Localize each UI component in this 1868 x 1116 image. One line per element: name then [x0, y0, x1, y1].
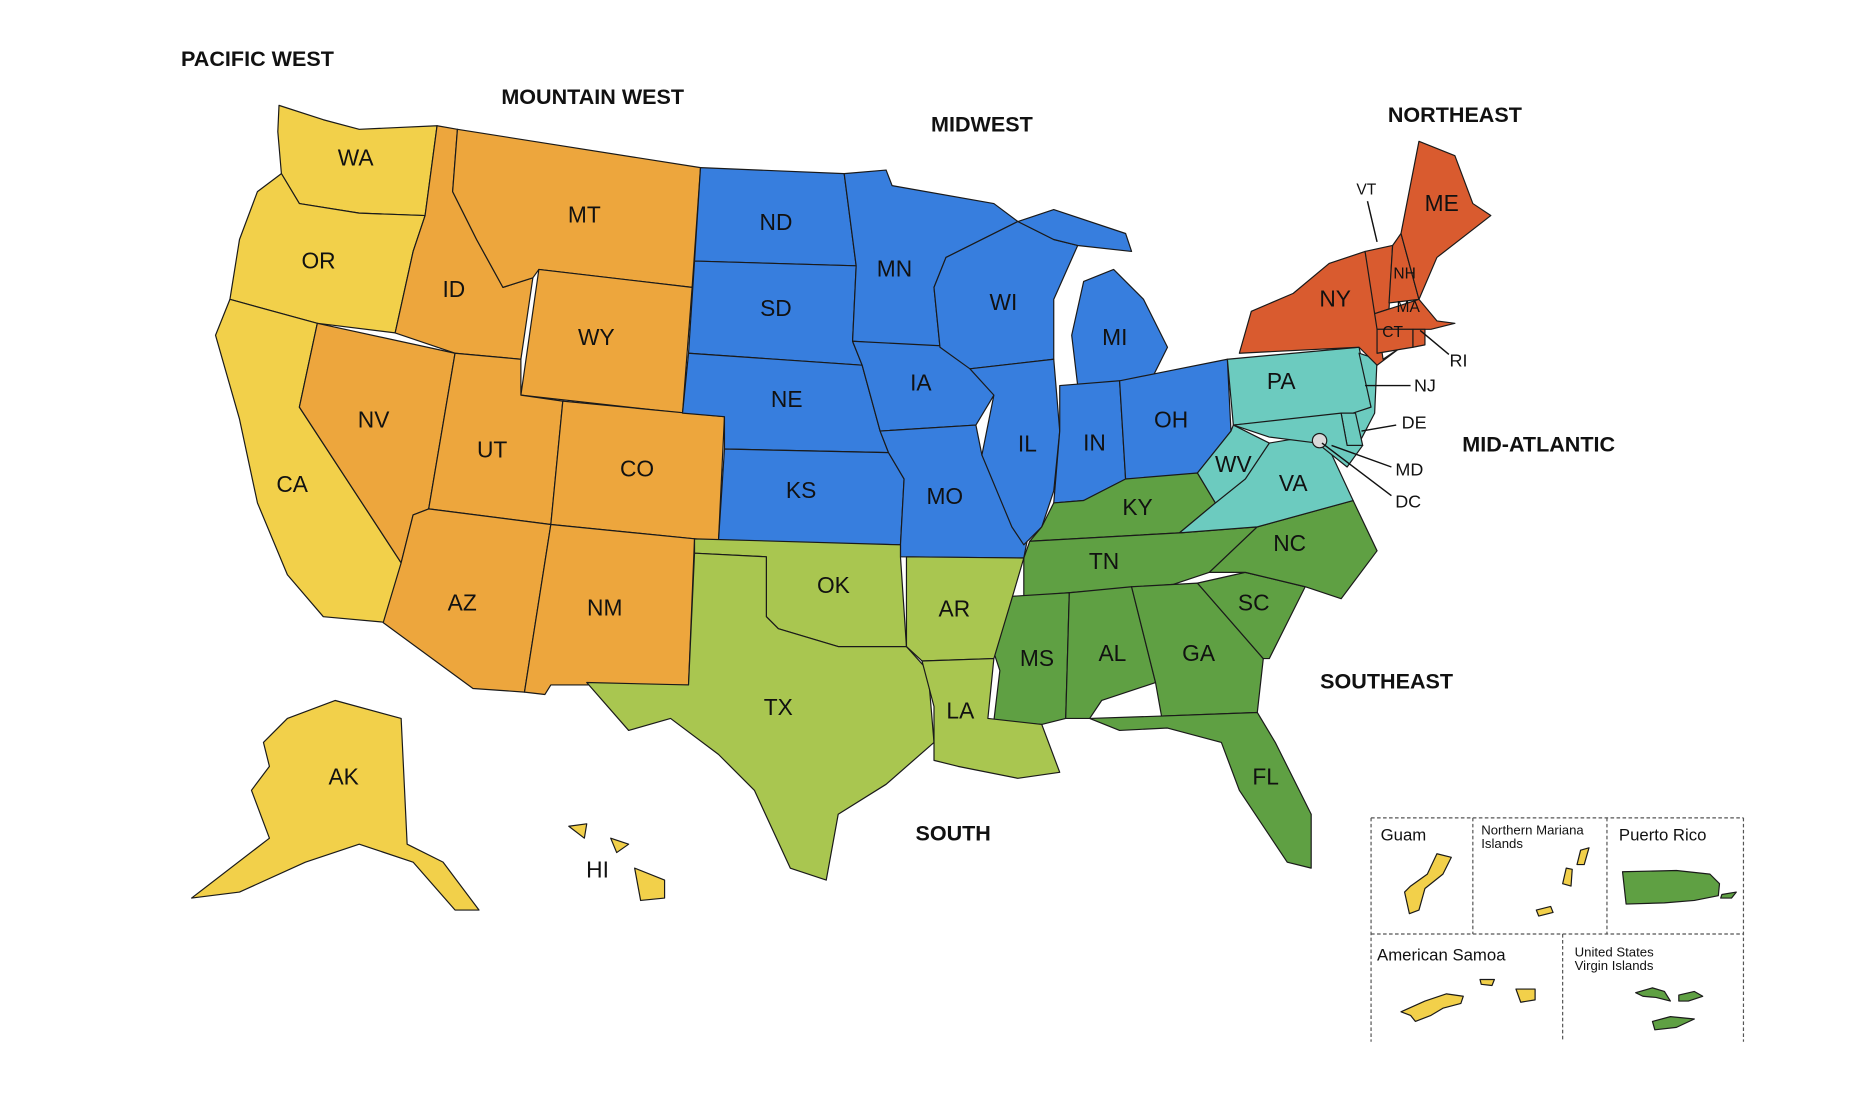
state-ak	[190, 699, 480, 911]
region-label-mid-atlantic: MID-ATLANTIC	[1462, 431, 1615, 456]
state-label-mi: MI	[1102, 324, 1127, 350]
state-label-md: MD	[1395, 459, 1423, 479]
state-label-ky: KY	[1122, 494, 1152, 520]
leader-line-md	[1331, 444, 1392, 468]
region-label-pacific-west: PACIFIC WEST	[181, 46, 334, 71]
state-mi-part-1	[1071, 268, 1169, 387]
state-label-nd: ND	[760, 209, 793, 235]
state-label-dc: DC	[1395, 492, 1421, 512]
state-label-ar: AR	[939, 596, 971, 622]
state-label-ks: KS	[786, 477, 816, 503]
region-label-southeast: SOUTHEAST	[1320, 669, 1453, 694]
state-mi-part-2	[1017, 208, 1133, 253]
state-sc	[1196, 571, 1306, 660]
state-label-id: ID	[442, 276, 465, 302]
region-label-mountain-west: MOUNTAIN WEST	[501, 84, 684, 109]
territory-label-american-samoa: American Samoa	[1377, 945, 1506, 964]
territory-label-puerto-rico: Puerto Rico	[1619, 826, 1707, 845]
state-hi-part-2	[610, 837, 630, 854]
leader-line-vt	[1366, 201, 1378, 243]
state-label-tx: TX	[764, 694, 793, 720]
state-label-wi: WI	[990, 289, 1018, 315]
state-label-ga: GA	[1182, 640, 1216, 666]
region-label-south: SOUTH	[915, 821, 990, 846]
state-label-de: DE	[1402, 413, 1427, 433]
territories-inset: Guam Northern Mariana Islands Puerto Ric…	[1370, 817, 1745, 1042]
state-label-fl: FL	[1252, 763, 1279, 789]
state-tx	[586, 552, 935, 881]
states-layer	[190, 104, 1492, 911]
state-label-wv: WV	[1215, 451, 1252, 477]
state-label-nv: NV	[358, 407, 390, 433]
state-label-me: ME	[1425, 190, 1459, 216]
state-fl	[1089, 711, 1312, 869]
state-label-nc: NC	[1273, 530, 1306, 556]
state-label-mn: MN	[877, 256, 912, 282]
region-label-midwest: MIDWEST	[931, 112, 1033, 137]
territory-us-virgin-islands: United States Virgin Islands	[1574, 947, 1704, 1031]
state-label-nj: NJ	[1414, 376, 1436, 396]
state-label-nh: NH	[1393, 265, 1415, 282]
state-label-il: IL	[1018, 430, 1037, 456]
state-labels: WA OR CA ID MT WY NV UT CO AZ NM ND SD NE KS MN IA MO WI IL…	[276, 144, 1467, 882]
state-label-in: IN	[1083, 429, 1106, 455]
state-me	[1400, 140, 1492, 300]
state-label-ri: RI	[1449, 350, 1467, 370]
state-md	[1232, 412, 1364, 468]
state-wv	[1196, 424, 1270, 504]
state-hi-part-1	[568, 823, 588, 839]
state-label-az: AZ	[448, 590, 477, 616]
state-label-sd: SD	[760, 295, 792, 321]
territory-northern-mariana-islands: Northern Mariana Islands	[1481, 825, 1590, 917]
state-label-wa: WA	[338, 144, 375, 170]
state-ri	[1412, 328, 1426, 348]
state-label-ia: IA	[910, 369, 932, 395]
state-label-ak: AK	[328, 763, 358, 789]
territory-label-guam: Guam	[1381, 826, 1427, 845]
state-label-ne: NE	[771, 386, 803, 412]
state-il	[969, 358, 1061, 546]
state-label-ms: MS	[1020, 645, 1054, 671]
state-label-pa: PA	[1267, 368, 1296, 394]
state-label-al: AL	[1099, 640, 1127, 666]
state-label-wy: WY	[578, 324, 615, 350]
leader-line-de	[1361, 424, 1397, 432]
territory-guam: Guam	[1381, 826, 1452, 915]
state-label-ma: MA	[1397, 299, 1421, 316]
territory-puerto-rico: Puerto Rico	[1619, 826, 1737, 905]
region-labels: PACIFIC WEST MOUNTAIN WEST MIDWEST NORTH…	[181, 46, 1615, 846]
territory-label-nmi: Northern Mariana Islands	[1481, 825, 1584, 852]
state-nc	[1208, 499, 1378, 600]
leader-line-ri	[1419, 329, 1450, 355]
state-hi-part-3	[634, 867, 666, 902]
territory-label-usvi: United States Virgin Islands	[1574, 947, 1654, 974]
state-label-va: VA	[1279, 470, 1308, 496]
state-label-tn: TN	[1089, 548, 1119, 574]
region-label-northeast: NORTHEAST	[1388, 102, 1522, 127]
state-label-co: CO	[620, 456, 654, 482]
leader-lines	[1321, 201, 1450, 497]
state-label-oh: OH	[1154, 407, 1188, 433]
state-label-mt: MT	[568, 202, 601, 228]
state-label-la: LA	[946, 697, 975, 723]
state-label-ct: CT	[1382, 324, 1403, 341]
state-label-ca: CA	[276, 471, 308, 497]
state-label-ok: OK	[817, 572, 850, 598]
leader-line-dc	[1321, 442, 1392, 497]
state-label-or: OR	[301, 247, 335, 273]
state-label-ut: UT	[477, 436, 507, 462]
state-label-mo: MO	[926, 483, 963, 509]
state-label-hi: HI	[586, 857, 609, 883]
territory-american-samoa: American Samoa	[1377, 945, 1536, 1023]
state-la	[921, 657, 1061, 779]
state-label-ny: NY	[1319, 286, 1351, 312]
state-label-sc: SC	[1238, 590, 1270, 616]
state-label-vt: VT	[1356, 181, 1376, 198]
state-label-nm: NM	[587, 595, 622, 621]
